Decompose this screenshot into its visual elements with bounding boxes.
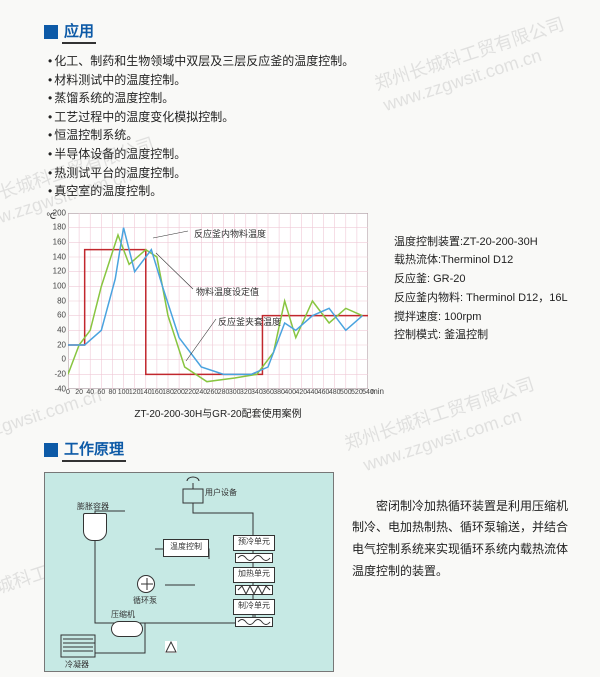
compressor-icon	[111, 621, 143, 637]
diagram-label: 膨胀容器	[77, 501, 109, 512]
diagram-label: 冷凝器	[65, 659, 89, 670]
list-item: 半导体设备的温度控制。	[48, 145, 580, 164]
y-tick-label: -40	[54, 384, 66, 393]
section-header-app: 应用	[44, 20, 580, 44]
chart-annotation: 物料温度设定值	[196, 285, 259, 298]
list-item: 热测试平台的温度控制。	[48, 164, 580, 183]
y-tick-label: 180	[53, 223, 66, 232]
x-tick-label: 440	[307, 389, 319, 396]
x-tick-label: 480	[329, 389, 341, 396]
list-item: 工艺过程中的温度变化模拟控制。	[48, 108, 580, 127]
x-tick-label: 520	[351, 389, 363, 396]
x-tick-label: 460	[318, 389, 330, 396]
x-tick-label: 40	[86, 389, 94, 396]
list-item: 真空室的温度控制。	[48, 182, 580, 201]
temperature-chart: ℃ min -40-20020406080100120140160180200 …	[68, 213, 368, 430]
x-tick-label: 160	[151, 389, 163, 396]
y-tick-label: 40	[57, 326, 66, 335]
diagram-label: 压缩机	[111, 609, 135, 620]
x-tick-label: 540	[362, 389, 374, 396]
x-tick-label: 220	[184, 389, 196, 396]
x-tick-label: 0	[66, 389, 70, 396]
precool-box: 预冷单元	[233, 535, 275, 551]
chart-annotation: 反应釜夹套温度	[218, 315, 281, 328]
list-item: 材料测试中的温度控制。	[48, 71, 580, 90]
pump-icon	[137, 575, 155, 593]
x-tick-label: 200	[173, 389, 185, 396]
section-header-principle: 工作原理	[44, 438, 580, 462]
x-tick-label: 280	[218, 389, 230, 396]
app-bullet-list: 化工、制药和生物领域中双层及三层反应釜的温度控制。 材料测试中的温度控制。 蒸馏…	[48, 52, 580, 201]
temp-ctrl-box: 温度控制	[163, 539, 209, 557]
section-title-app: 应用	[62, 20, 96, 44]
section-title-principle: 工作原理	[62, 438, 126, 462]
cool-box: 制冷单元	[233, 599, 275, 615]
y-tick-label: 0	[62, 355, 66, 364]
x-tick-label: 120	[129, 389, 141, 396]
chart-annotation: 反应釜内物料温度	[194, 227, 266, 240]
y-tick-label: -20	[54, 370, 66, 379]
x-tick-label: 240	[195, 389, 207, 396]
x-tick-label: 140	[140, 389, 152, 396]
x-tick-label: 100	[118, 389, 130, 396]
x-tick-label: 300	[229, 389, 241, 396]
info-line: 搅拌速度: 100rpm	[394, 308, 568, 327]
x-tick-label: 60	[97, 389, 105, 396]
x-tick-label: 260	[207, 389, 219, 396]
chart-row: ℃ min -40-20020406080100120140160180200 …	[40, 213, 580, 430]
principle-row: 用户设备 膨胀容器 温度控制 预冷单元 加热单元 制冷单元 循环泵 压缩机 冷凝…	[44, 472, 580, 672]
diagram-label: 循环泵	[133, 595, 157, 606]
coil2-icon	[235, 617, 273, 627]
info-line: 反应釜内物料: Therminol D12，16L	[394, 289, 568, 308]
y-tick-label: 140	[53, 252, 66, 261]
chart-side-info: 温度控制装置:ZT-20-200-30H 载热流体:Therminol D12 …	[394, 233, 568, 345]
expansion-vessel-icon	[83, 513, 107, 541]
y-tick-label: 60	[57, 311, 66, 320]
chart-caption: ZT-20-200-30H与GR-20配套使用案例	[68, 405, 368, 420]
list-item: 蒸馏系统的温度控制。	[48, 89, 580, 108]
coil-icon	[235, 553, 273, 563]
heat-box: 加热单元	[233, 567, 275, 583]
principle-diagram: 用户设备 膨胀容器 温度控制 预冷单元 加热单元 制冷单元 循环泵 压缩机 冷凝…	[44, 472, 334, 672]
info-line: 载热流体:Therminol D12	[394, 251, 568, 270]
x-tick-label: 500	[340, 389, 352, 396]
list-item: 恒温控制系统。	[48, 126, 580, 145]
x-tick-label: 180	[162, 389, 174, 396]
x-tick-label: 80	[109, 389, 117, 396]
x-tick-label: 400	[284, 389, 296, 396]
y-tick-label: 160	[53, 238, 66, 247]
x-tick-label: 380	[273, 389, 285, 396]
list-item: 化工、制药和生物领域中双层及三层反应釜的温度控制。	[48, 52, 580, 71]
x-tick-label: 320	[240, 389, 252, 396]
y-tick-label: 100	[53, 282, 66, 291]
y-tick-label: 80	[57, 296, 66, 305]
x-tick-label: 420	[295, 389, 307, 396]
y-tick-label: 120	[53, 267, 66, 276]
info-line: 温度控制装置:ZT-20-200-30H	[394, 233, 568, 252]
square-marker	[44, 443, 58, 457]
info-line: 控制模式: 釜温控制	[394, 326, 568, 345]
heater-icon	[235, 585, 273, 595]
y-tick-label: 200	[53, 208, 66, 217]
y-tick-label: 20	[57, 340, 66, 349]
valve-icon	[165, 641, 177, 653]
x-tick-label: 360	[262, 389, 274, 396]
square-marker	[44, 25, 58, 39]
principle-text: 密闭制冷加热循环装置是利用压缩机制冷、电加热制热、循环泵输送，并结合电气控制系统…	[352, 496, 578, 582]
x-tick-label: 340	[251, 389, 263, 396]
x-tick-label: 20	[75, 389, 83, 396]
diagram-label: 用户设备	[205, 487, 237, 498]
info-line: 反应釜: GR-20	[394, 270, 568, 289]
